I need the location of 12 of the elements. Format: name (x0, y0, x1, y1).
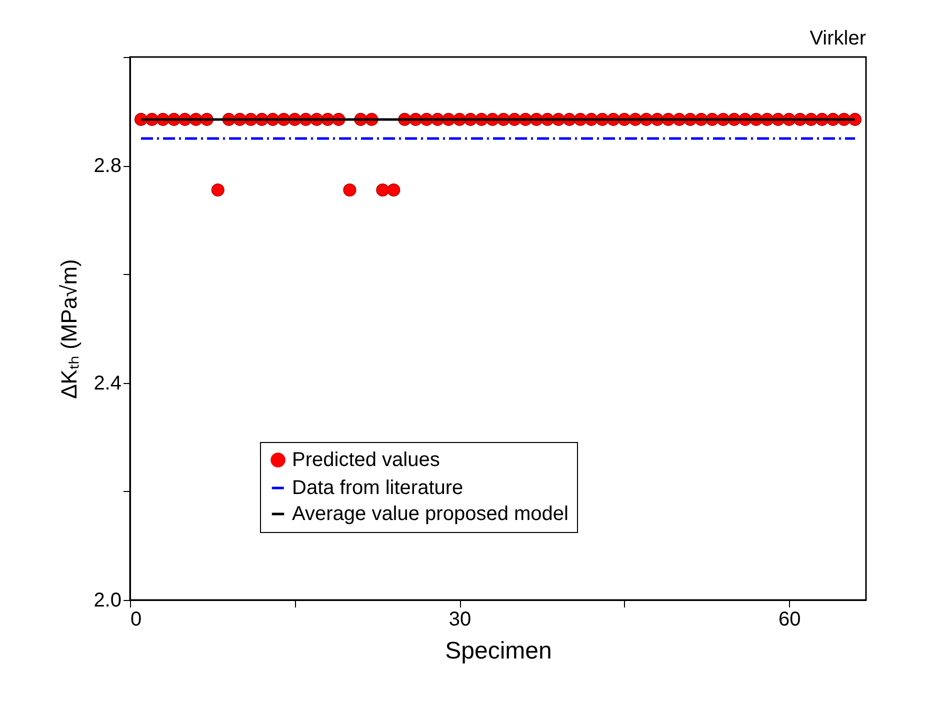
x-axis-title: Specimen (445, 638, 552, 664)
y-tick-label: 2.0 (94, 590, 122, 612)
legend-label: Data from literature (292, 477, 464, 499)
x-tick-label: 60 (778, 608, 801, 630)
x-tick-label: 0 (130, 608, 142, 630)
legend-label: Average value proposed model (292, 503, 568, 525)
chart-title: Virkler (810, 28, 866, 50)
y-axis-title: ΔKₜₕ (MPa√m) (56, 259, 82, 399)
x-tick-label: 30 (448, 608, 472, 630)
y-tick-label: 2.8 (94, 155, 122, 178)
legend-label: Predicted values (292, 449, 440, 471)
y-tick-label: 2.4 (94, 372, 122, 394)
